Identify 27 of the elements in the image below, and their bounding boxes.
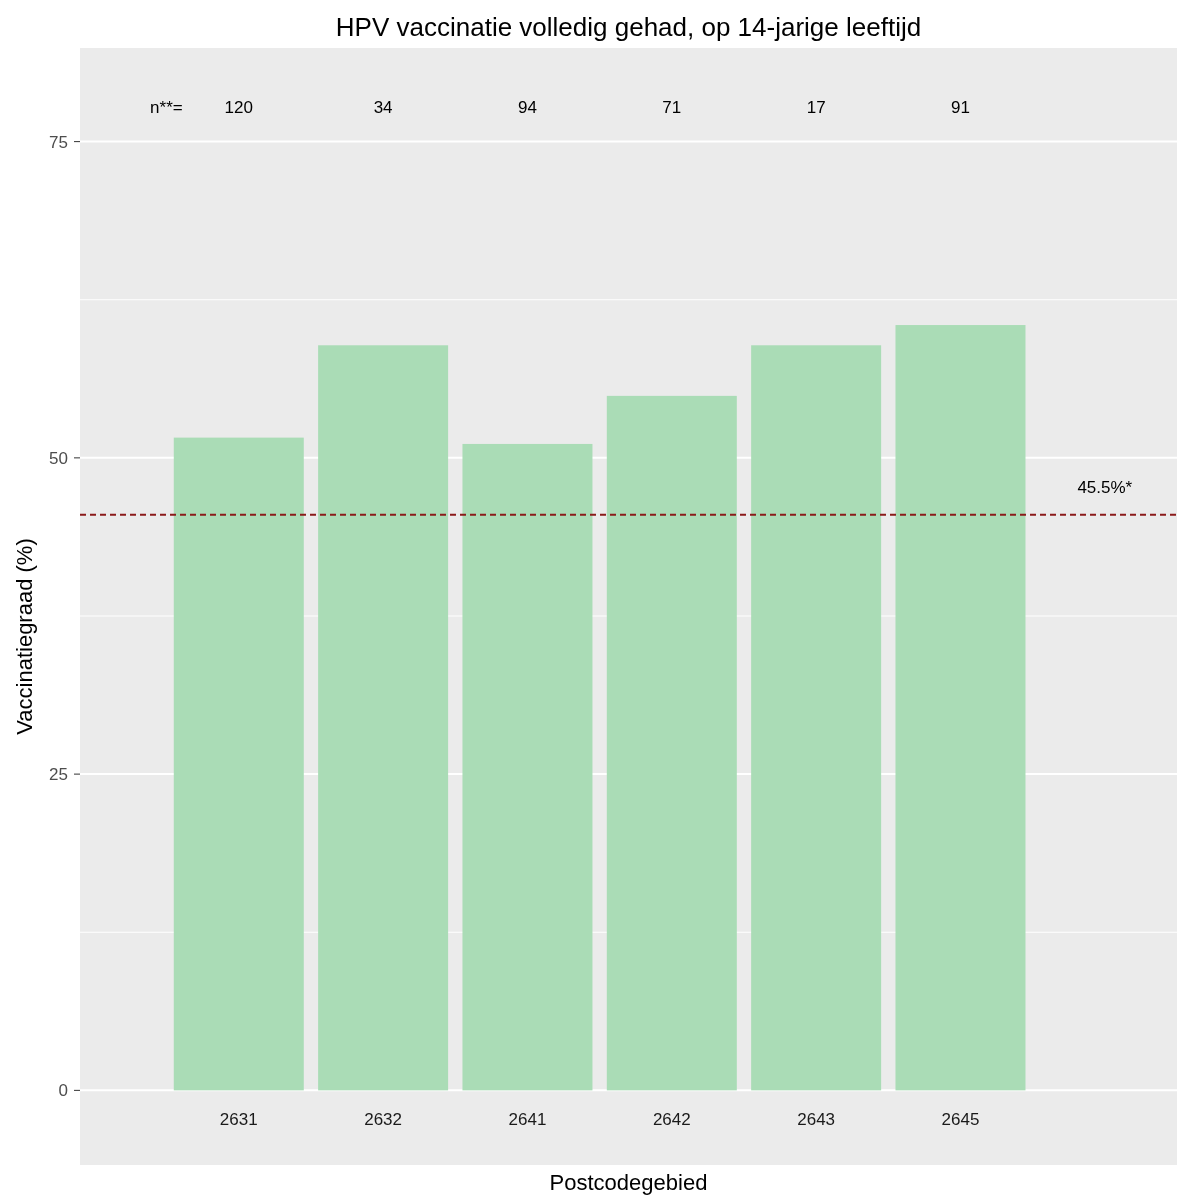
x-tick-label: 2632 (364, 1110, 403, 1130)
x-tick-label: 2642 (652, 1110, 691, 1130)
chart-title: HPV vaccinatie volledig gehad, op 14-jarige leeftijd (335, 12, 922, 42)
x-axis-title: Postcodegebied (549, 1170, 708, 1195)
annotation: 71 (662, 97, 682, 117)
annotation: 91 (951, 97, 970, 117)
annotation: 120 (224, 97, 253, 117)
bar (318, 345, 449, 1091)
bar (606, 395, 737, 1091)
x-tick-label: 2641 (508, 1110, 547, 1130)
annotation: 94 (518, 97, 537, 117)
ref-line-label: 45.5%* (1077, 477, 1133, 497)
bar (895, 325, 1026, 1091)
bar (751, 345, 882, 1091)
y-tick-label: 50 (49, 448, 68, 468)
x-tick-label: 2643 (797, 1110, 836, 1130)
annotation: n**= (150, 97, 183, 117)
y-tick-label: 0 (58, 1081, 68, 1101)
bar (462, 443, 593, 1091)
bar (173, 437, 304, 1091)
y-tick-label: 75 (49, 132, 68, 152)
y-axis-title: Vaccinatiegraad (%) (12, 538, 37, 735)
annotation: 17 (806, 97, 826, 117)
y-tick-label: 25 (49, 765, 68, 785)
annotation: 34 (373, 97, 393, 117)
x-tick-label: 2645 (941, 1110, 980, 1130)
x-tick-label: 2631 (219, 1110, 258, 1130)
